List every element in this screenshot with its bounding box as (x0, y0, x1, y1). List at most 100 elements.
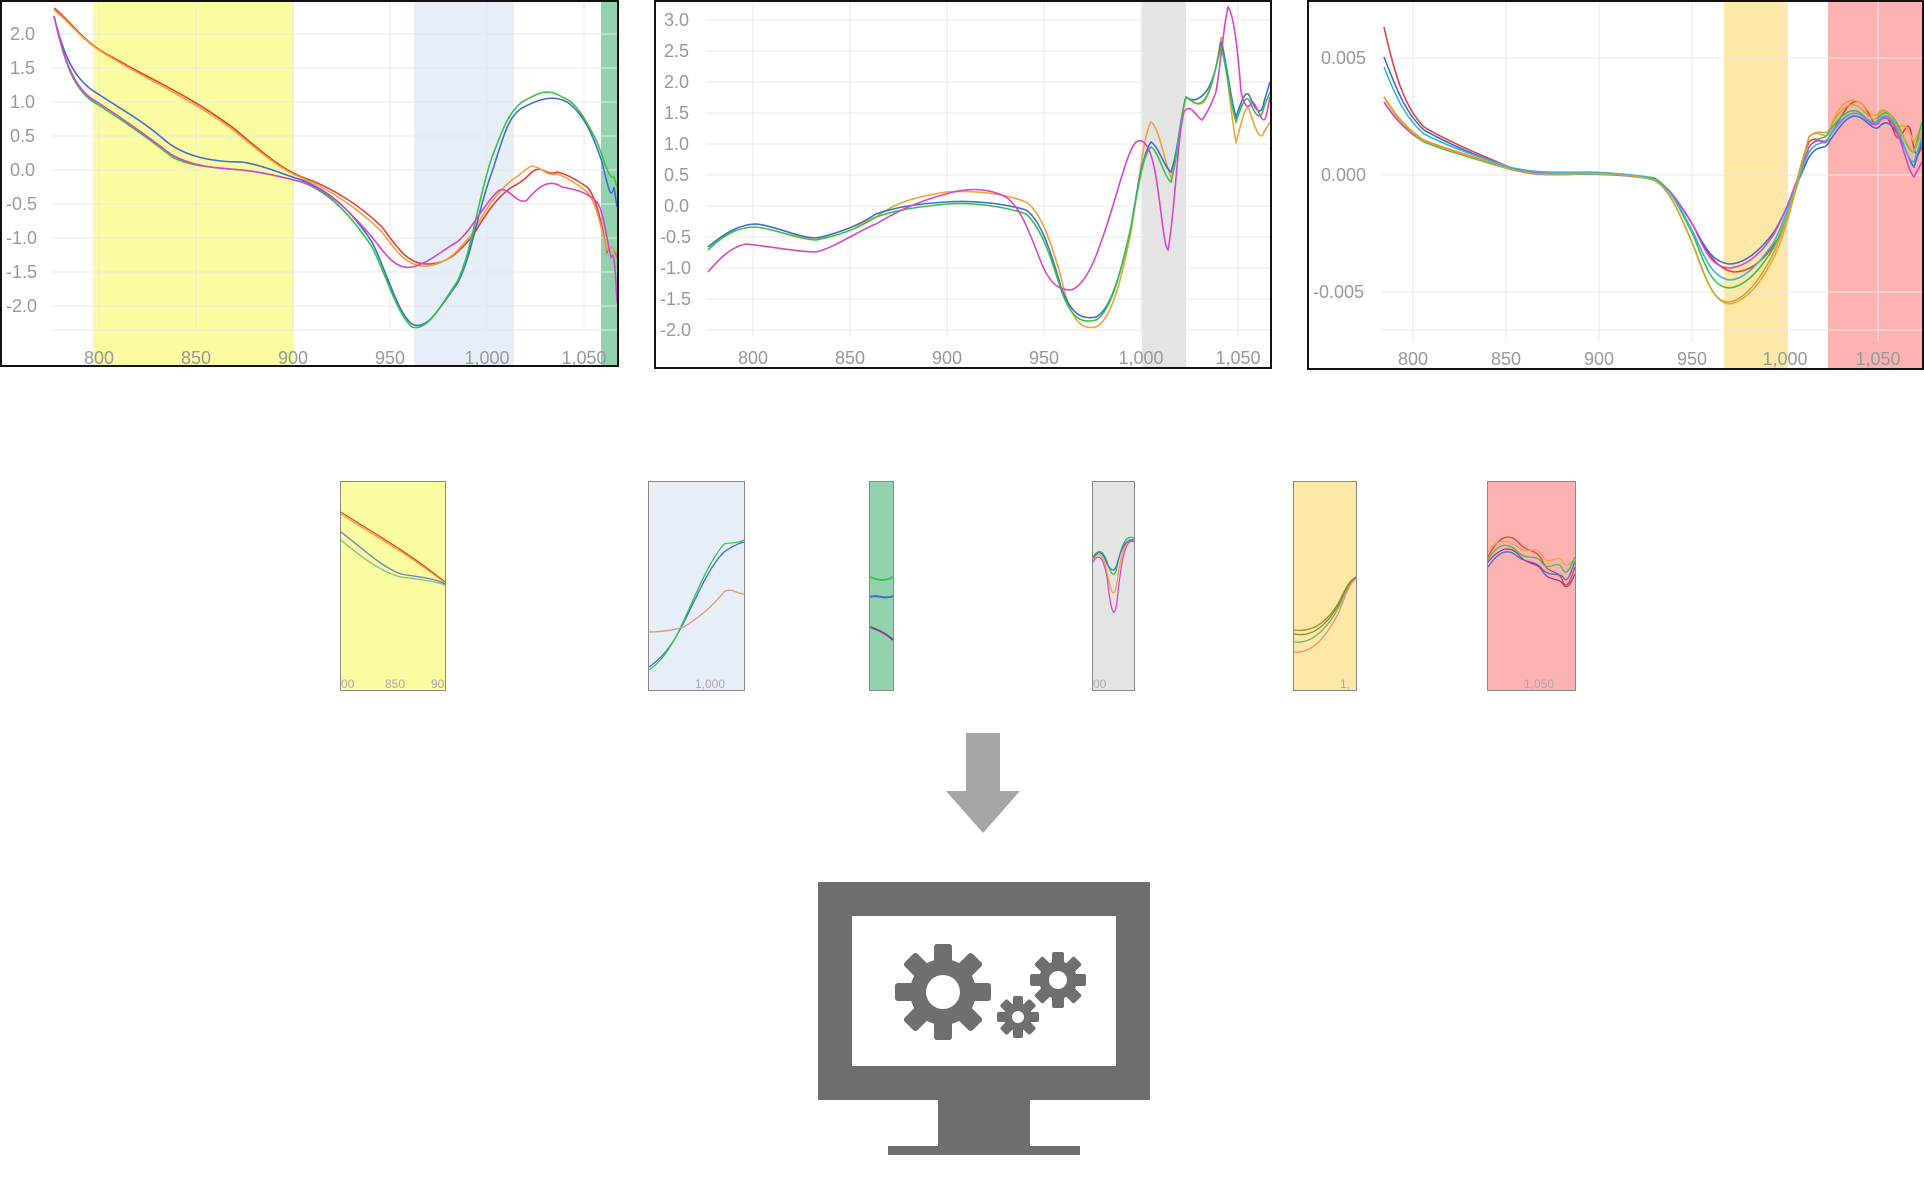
x-tick: 900 (932, 348, 962, 367)
series-curve-blue (53, 15, 617, 327)
gridlines (1381, 2, 1922, 342)
x-tick: 800 (1398, 349, 1428, 368)
crop-curve-green (1294, 577, 1356, 643)
gridlines (706, 2, 1270, 337)
x-tick: 1,000 (1762, 349, 1807, 368)
gear-small-icon (997, 996, 1039, 1038)
highlight-band-yellow (93, 2, 294, 365)
crop-curve-blue (1488, 551, 1575, 581)
highlight-band-gray (1142, 2, 1186, 367)
series-curve-red (53, 7, 617, 265)
x-tick: 800 (84, 348, 114, 365)
spectrum-chart-2-plot: 3.0 2.5 2.0 1.5 1.0 0.5 0.0 -0.5 -1.0 -1… (660, 2, 1270, 367)
gear-large-icon (895, 944, 991, 1040)
x-tick: 1,050 (1855, 349, 1900, 368)
y-tick-labels: 3.0 2.5 2.0 1.5 1.0 0.5 0.0 -0.5 -1.0 -1… (660, 10, 691, 340)
gear-medium-icon (1030, 952, 1086, 1008)
x-tick-labels: 800 850 900 950 1,000 1,050 (84, 348, 607, 365)
y-tick: 0.5 (10, 126, 35, 146)
crop-gray-plot: 00 (1093, 536, 1134, 690)
spectrum-chart-1: 2.0 1.5 1.0 0.5 0.0 -0.5 -1.0 -1.5 -2.0 … (0, 0, 619, 367)
monitor-base (888, 1146, 1080, 1155)
spectrum-chart-2: 3.0 2.5 2.0 1.5 1.0 0.5 0.0 -0.5 -1.0 -1… (654, 0, 1272, 369)
x-tick-labels: 800 850 900 950 1,000 1,050 (1398, 349, 1901, 368)
spectrum-chart-3: 0.005 0.000 -0.005 800 850 900 950 1,000… (1307, 0, 1924, 370)
y-tick: -0.5 (660, 227, 691, 247)
x-tick: 1,000 (464, 348, 509, 365)
monitor-stand (938, 1100, 1030, 1146)
series-curve-magenta (707, 5, 1270, 291)
crop-green-region (869, 481, 894, 691)
y-tick: -2.0 (660, 320, 691, 340)
crop-curve-magenta (870, 626, 893, 641)
y-tick: 0.0 (664, 196, 689, 216)
crop-curve-green (870, 576, 893, 581)
y-tick: 0.000 (1321, 165, 1366, 185)
crop-curve-orange (1488, 540, 1575, 567)
crop-yellow-plot: 00 850 90 (341, 511, 445, 690)
computer-gears-icon (818, 882, 1150, 1155)
highlight-band-pink (1828, 2, 1922, 368)
x-tick: 850 (1491, 349, 1521, 368)
crop-curve-green (649, 539, 744, 671)
crop-tick: 1,000 (695, 677, 725, 690)
crop-curve-blue (341, 531, 445, 585)
spectra-curves (707, 5, 1270, 329)
x-tick: 1,050 (1215, 348, 1260, 367)
highlight-band-green (601, 2, 617, 365)
crop-gray-region: 00 (1092, 481, 1135, 691)
crop-pink-region: 1,050 (1487, 481, 1576, 691)
y-tick: 1.0 (664, 134, 689, 154)
series-curve-green (53, 15, 617, 329)
x-tick: 800 (738, 348, 768, 367)
crop-lightblue-plot: 1,000 (649, 539, 744, 690)
y-tick: 2.0 (10, 24, 35, 44)
series-curve-cyan (1383, 66, 1922, 281)
series-curve-magenta (53, 15, 617, 303)
y-tick: -2.0 (6, 296, 37, 316)
y-tick: -0.5 (6, 194, 37, 214)
x-tick: 1,050 (561, 348, 606, 365)
down-arrow-icon (946, 733, 1020, 833)
crop-curve-orange (341, 513, 445, 584)
x-tick: 1,000 (1118, 348, 1163, 367)
crop-tick: 00 (341, 677, 355, 690)
x-tick: 900 (1584, 349, 1614, 368)
y-tick: 1.5 (10, 58, 35, 78)
y-tick-labels: 2.0 1.5 1.0 0.5 0.0 -0.5 -1.0 -1.5 -2.0 (6, 24, 37, 316)
gridlines (52, 2, 617, 331)
y-tick: -1.0 (6, 228, 37, 248)
x-tick: 850 (835, 348, 865, 367)
spectrum-chart-3-plot: 0.005 0.000 -0.005 800 850 900 950 1,000… (1313, 2, 1922, 368)
crop-curve-orange (649, 589, 744, 633)
y-tick: -0.005 (1313, 282, 1364, 302)
crop-curve-orange (1093, 539, 1134, 594)
crop-tick: 1,050 (1524, 677, 1554, 690)
crop-curve-red (1488, 536, 1575, 586)
crop-tick: 1, (1340, 677, 1350, 690)
crop-curve-blue (649, 541, 744, 668)
crop-pink-plot: 1,050 (1488, 536, 1575, 690)
crop-curve-red (341, 511, 445, 583)
x-tick: 950 (1029, 348, 1059, 367)
series-curve-olive (1383, 96, 1922, 303)
y-tick: 0.5 (664, 165, 689, 185)
crop-curve-green (1488, 544, 1575, 573)
crop-peach-region: 1, (1293, 481, 1357, 691)
x-tick: 950 (375, 348, 405, 365)
highlight-band-lightblue (414, 2, 514, 365)
y-tick: -1.5 (6, 262, 37, 282)
crop-curve-blue (870, 595, 893, 599)
spectrum-chart-1-plot: 2.0 1.5 1.0 0.5 0.0 -0.5 -1.0 -1.5 -2.0 … (6, 2, 617, 365)
spectra-curves (53, 7, 617, 329)
crop-tick: 00 (1093, 677, 1107, 690)
crop-lightblue-region: 1,000 (648, 481, 745, 691)
y-tick: -1.0 (660, 258, 691, 278)
y-tick: 2.0 (664, 72, 689, 92)
crop-curve-green (1093, 536, 1134, 575)
x-tick: 850 (181, 348, 211, 365)
crop-tick: 90 (431, 677, 445, 690)
crop-curve-orange (1294, 578, 1356, 653)
x-tick: 900 (278, 348, 308, 365)
crop-green-plot (870, 576, 893, 641)
